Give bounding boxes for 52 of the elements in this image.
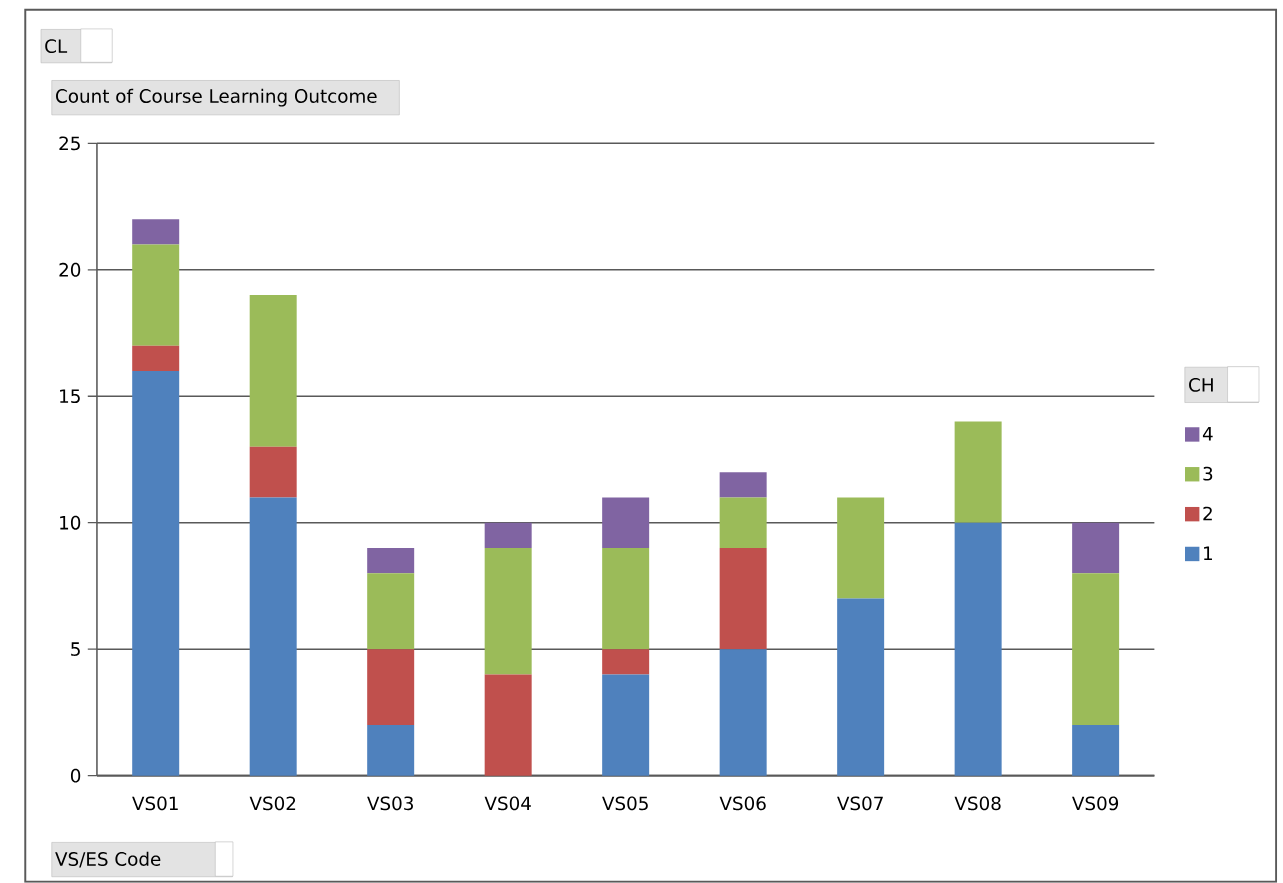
bar (132, 371, 180, 776)
bar (719, 649, 767, 776)
bar (484, 548, 532, 675)
x-tick-label: VS01 (132, 796, 178, 811)
legend-label: 1 (1204, 546, 1212, 561)
legend-label: 4 (1202, 427, 1213, 441)
bar (367, 725, 415, 776)
bar (602, 497, 650, 549)
bar (132, 244, 180, 346)
bar (367, 548, 415, 574)
bar (249, 497, 297, 776)
x-tick-label: VS06 (719, 796, 766, 811)
bar (132, 219, 180, 245)
legend-label: 3 (1203, 466, 1213, 481)
bar (837, 598, 885, 776)
bar (367, 573, 415, 650)
x-tick-label: VS09 (1072, 796, 1119, 811)
bar (954, 421, 1002, 523)
bar (719, 497, 767, 549)
x-axis-title: VS/ES Code (55, 851, 161, 868)
y-tick-label: 20 (59, 263, 81, 277)
bar (1072, 725, 1120, 776)
y-tick-label: 5 (71, 642, 80, 657)
bar (602, 649, 650, 675)
bar (1072, 522, 1120, 574)
bar (837, 497, 885, 599)
x-tick-label: VS02 (249, 796, 296, 811)
bar (484, 674, 532, 776)
y-tick-label: 10 (60, 515, 81, 530)
bar (484, 522, 532, 549)
y-axis-title: Count of Course Learning Outcome (56, 88, 377, 107)
bar (367, 649, 415, 726)
bar (249, 447, 297, 498)
legend-label: 2 (1203, 506, 1212, 521)
x-tick-label: VS07 (837, 796, 883, 811)
bar (602, 548, 650, 650)
legend-title: CH (1189, 378, 1213, 392)
bar (719, 472, 767, 498)
x-tick-label: VS04 (484, 796, 531, 811)
bar (132, 345, 180, 372)
x-tick-label: VS03 (367, 796, 413, 811)
bar (719, 548, 767, 650)
y-tick-label: 15 (60, 389, 80, 404)
text: CL (45, 39, 68, 54)
y-tick-label: 0 (70, 768, 81, 783)
bar (1072, 573, 1120, 726)
x-tick-label: VS08 (954, 796, 1001, 811)
bar (602, 674, 650, 776)
y-tick-label: 25 (59, 136, 80, 151)
bar (954, 522, 1002, 776)
bar (249, 295, 297, 448)
x-tick-label: VS05 (602, 796, 648, 811)
